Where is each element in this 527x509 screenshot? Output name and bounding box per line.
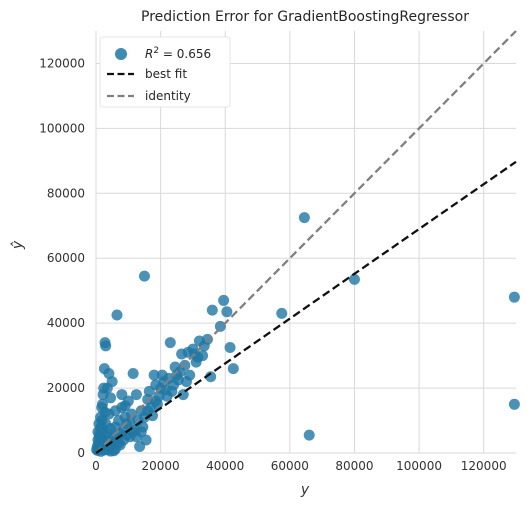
- best-fit-line: [95, 160, 517, 454]
- data-point: [508, 291, 520, 303]
- legend-label-identity: identity: [145, 89, 191, 103]
- data-point: [111, 309, 123, 321]
- data-point: [221, 306, 233, 318]
- data-point: [103, 367, 115, 379]
- data-point: [276, 307, 288, 319]
- data-point: [205, 371, 217, 383]
- legend: R2 = 0.656 best fit identity: [99, 36, 231, 108]
- data-point: [148, 369, 160, 381]
- x-axis-ticks: 0 20000 40000 60000 80000 100000 120000: [92, 459, 506, 473]
- x-axis-label: y: [300, 482, 310, 498]
- data-point: [159, 384, 171, 396]
- legend-marker-r2: [115, 48, 127, 60]
- data-point: [156, 369, 168, 381]
- y-tick-label: 60000: [47, 251, 85, 265]
- data-point: [101, 382, 113, 394]
- y-tick-label: 100000: [39, 121, 85, 135]
- data-point: [124, 416, 136, 428]
- data-point: [94, 439, 106, 451]
- x-tick-label: 40000: [206, 459, 244, 473]
- legend-label-best-fit: best fit: [145, 67, 187, 81]
- y-axis-ticks: 0 20000 40000 60000 80000 100000 120000: [39, 56, 85, 460]
- data-point: [303, 429, 315, 441]
- x-tick-label: 0: [92, 459, 100, 473]
- scatter-points: [91, 212, 520, 457]
- data-point: [206, 304, 218, 316]
- legend-r2-value: = 0.656: [159, 47, 211, 61]
- legend-label-r2: R2 = 0.656: [145, 46, 211, 61]
- data-point: [96, 402, 108, 414]
- legend-box: [99, 36, 231, 108]
- data-point: [135, 426, 147, 438]
- data-point: [218, 294, 230, 306]
- x-tick-label: 80000: [335, 459, 373, 473]
- data-point: [227, 363, 239, 375]
- data-point: [147, 410, 159, 422]
- x-tick-label: 20000: [142, 459, 180, 473]
- data-point: [95, 423, 107, 435]
- data-point: [224, 342, 236, 353]
- y-axis-label: ŷ: [10, 240, 26, 250]
- data-point: [138, 270, 150, 282]
- data-point: [134, 441, 146, 453]
- data-point: [116, 389, 128, 401]
- data-point: [298, 212, 310, 224]
- x-tick-label: 100000: [396, 459, 442, 473]
- data-point: [348, 273, 360, 285]
- legend-r2-letter: R: [145, 47, 153, 61]
- y-tick-label: 20000: [47, 381, 85, 395]
- data-point: [119, 400, 131, 412]
- y-tick-label: 40000: [47, 316, 85, 330]
- data-point: [127, 367, 139, 379]
- data-point: [108, 445, 120, 457]
- legend-r2-superscript: 2: [153, 46, 159, 56]
- data-point: [169, 361, 181, 373]
- data-point: [130, 389, 142, 401]
- y-tick-label: 0: [77, 446, 85, 460]
- x-tick-label: 120000: [461, 459, 507, 473]
- data-point: [164, 337, 176, 349]
- data-point: [172, 374, 184, 386]
- data-point: [99, 337, 111, 349]
- x-tick-label: 60000: [271, 459, 309, 473]
- y-tick-label: 120000: [39, 56, 85, 70]
- data-point: [508, 398, 520, 410]
- fit-lines: [95, 30, 517, 454]
- y-tick-label: 80000: [47, 186, 85, 200]
- identity-line: [95, 30, 517, 454]
- chart-title: Prediction Error for GradientBoostingReg…: [141, 9, 469, 25]
- data-point: [109, 405, 121, 417]
